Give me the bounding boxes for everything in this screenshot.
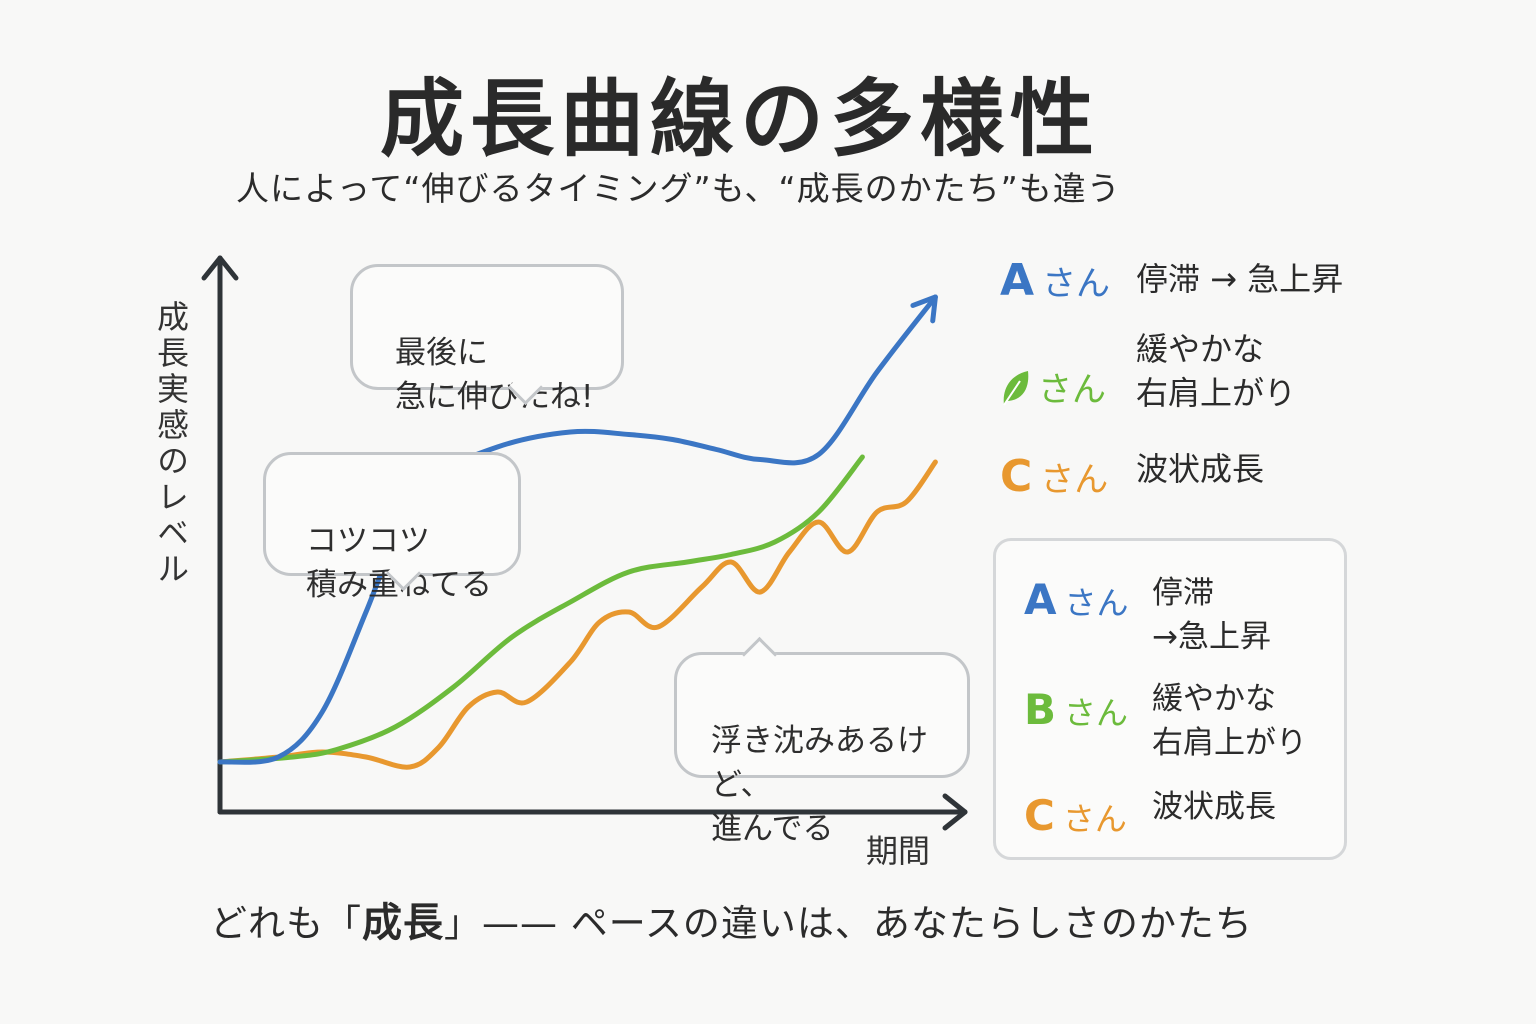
legend-box-desc-c: 波状成長	[1152, 789, 1276, 825]
legend-san-b: さん	[1038, 370, 1106, 410]
series-line-c	[217, 459, 938, 770]
legend-box-san-b: さん	[1064, 694, 1129, 732]
legend-letter-a: A	[1000, 255, 1035, 306]
x-axis-arrowhead	[942, 793, 968, 831]
series-a-arrowhead	[910, 294, 938, 324]
legend-box-desc-b: 緩やかな 右肩上がり	[1152, 681, 1307, 761]
subtitle: 人によって“伸びるタイミング”も、“成長のかたち”も違う	[236, 169, 1121, 208]
speech-bubble-b: コツコツ 積み重ねてる	[263, 452, 521, 603]
legend-box-san-a: さん	[1064, 584, 1129, 622]
legend-name-a: A さん	[1000, 255, 1110, 306]
legend-desc-a: 停滞 → 急上昇	[1136, 260, 1344, 298]
series-line-b	[217, 454, 865, 765]
speech-bubble-c: 浮き沈みあるけど、 進んでる	[674, 636, 970, 847]
legend-letter-c: C	[1000, 451, 1033, 502]
legend-box-name-a: A さん	[1024, 575, 1129, 624]
legend-box: A さん 停滞 →急上昇 B さん 緩やかな 右肩上がり C さん 波状成長	[993, 538, 1347, 860]
legend-name-c: C さん	[1000, 451, 1108, 502]
y-axis-label: 成長実感のレベル	[152, 300, 190, 588]
footer-suffix: 」—— ペースの違いは、あなたらしさのかたち	[444, 902, 1253, 945]
x-axis-label: 期間	[866, 832, 931, 870]
legend-san-c: さん	[1040, 460, 1109, 500]
legend-desc-b: 緩やかな 右肩上がり	[1136, 330, 1297, 412]
y-axis-arrowhead	[201, 255, 239, 281]
legend-desc-c: 波状成長	[1136, 450, 1265, 488]
legend-box-name-c: C さん	[1024, 791, 1127, 840]
legend-box-name-b: B さん	[1024, 685, 1128, 734]
footer-prefix: どれも「	[210, 902, 362, 945]
leaf-icon	[1003, 371, 1029, 406]
legend-box-letter-a: A	[1024, 575, 1057, 624]
page-title: 成長曲線の多様性	[379, 70, 1100, 168]
legend-box-desc-a: 停滞 →急上昇	[1152, 575, 1271, 655]
footer-message: どれも「成長」—— ペースの違いは、あなたらしさのかたち	[210, 890, 1253, 948]
bubble-c-text: 浮き沈みあるけど、 進んでる	[711, 723, 928, 847]
legend-name-b: さん	[1000, 361, 1106, 412]
bubble-a-text: 最後に 急に伸びたね!	[395, 335, 594, 415]
legend-san-a: さん	[1042, 264, 1111, 304]
footer-keyword: 成長	[362, 900, 444, 946]
legend-box-letter-b: B	[1024, 685, 1057, 734]
legend-box-letter-c: C	[1024, 791, 1055, 840]
legend-box-san-c: さん	[1062, 800, 1127, 838]
series-line-a	[217, 294, 938, 765]
speech-bubble-a: 最後に 急に伸びたね!	[350, 264, 624, 415]
